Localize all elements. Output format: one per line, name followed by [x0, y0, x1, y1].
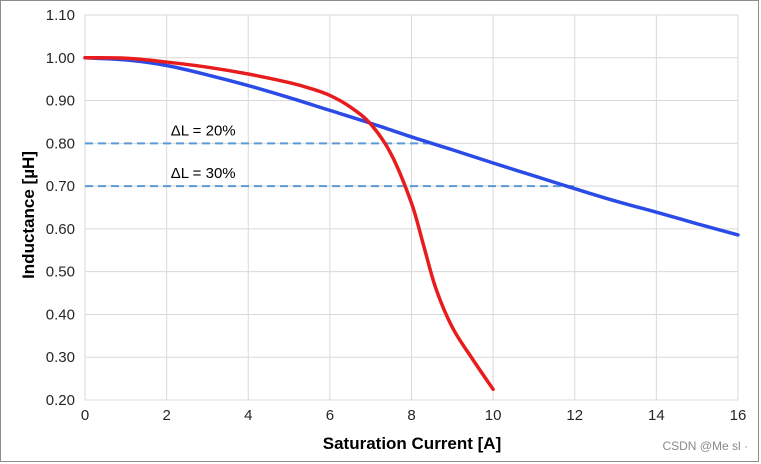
y-tick-label: 0.90 — [46, 93, 75, 110]
x-tick-label: 8 — [407, 407, 415, 424]
reference-lines — [85, 142, 575, 188]
x-tick-label: 2 — [162, 407, 170, 424]
x-tick-label: 14 — [648, 407, 665, 424]
x-tick-label: 10 — [485, 407, 502, 424]
y-axis-title: Inductance [µH] — [19, 151, 38, 279]
y-tick-label: 0.70 — [46, 178, 75, 195]
x-tick-label: 6 — [326, 407, 334, 424]
x-axis-title: Saturation Current [A] — [323, 434, 502, 453]
x-tick-label: 4 — [244, 407, 252, 424]
annotations: ΔL = 20% ΔL = 30% — [171, 122, 236, 182]
y-tick-label: 1.00 — [46, 50, 75, 67]
y-tick-label: 0.20 — [46, 392, 75, 409]
x-tick-label: 16 — [730, 407, 747, 424]
x-tick-label: 0 — [81, 407, 89, 424]
reference-line-label: ΔL = 30% — [171, 165, 236, 182]
x-tick-label: 12 — [566, 407, 583, 424]
y-tick-label: 0.60 — [46, 221, 75, 238]
y-tick-label: 1.10 — [46, 7, 75, 24]
series-group — [83, 56, 740, 392]
reference-line-label: ΔL = 20% — [171, 122, 236, 139]
x-axis-ticks: 0 2 4 6 8 10 12 14 16 — [81, 407, 747, 424]
watermark: CSDN @Me sl · — [662, 439, 748, 453]
series-line-blue — [83, 56, 740, 237]
y-tick-label: 0.80 — [46, 135, 75, 152]
y-tick-label: 0.30 — [46, 349, 75, 366]
y-axis-ticks: 0.20 0.30 0.40 0.50 0.60 0.70 0.80 0.90 1.00 1.10 — [46, 7, 75, 409]
y-tick-label: 0.40 — [46, 306, 75, 323]
series-line-red — [83, 56, 495, 392]
y-tick-label: 0.50 — [46, 264, 75, 281]
